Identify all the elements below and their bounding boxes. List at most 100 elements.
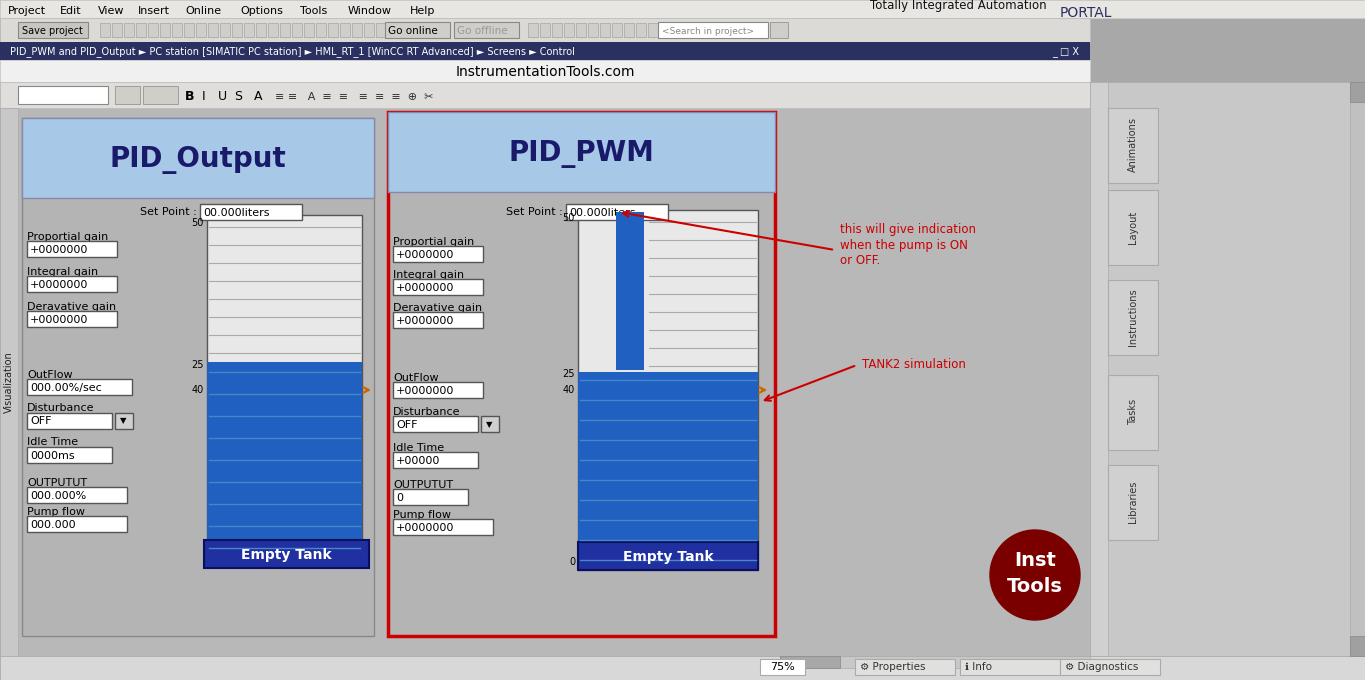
Bar bbox=[352, 23, 362, 37]
Bar bbox=[648, 23, 658, 37]
Bar bbox=[0, 656, 1365, 680]
Text: Integral gain: Integral gain bbox=[27, 267, 98, 277]
Text: Online: Online bbox=[186, 6, 221, 16]
Text: +0000000: +0000000 bbox=[396, 283, 455, 293]
Bar bbox=[854, 659, 956, 675]
Bar bbox=[268, 23, 278, 37]
Text: 00.000liters: 00.000liters bbox=[203, 208, 269, 218]
Text: 00.000liters: 00.000liters bbox=[569, 208, 636, 218]
Text: Save project: Save project bbox=[22, 26, 83, 36]
Bar bbox=[27, 241, 117, 257]
Text: ⚙ Properties: ⚙ Properties bbox=[860, 662, 925, 672]
Text: Insert: Insert bbox=[138, 6, 171, 16]
Text: Proportial gain: Proportial gain bbox=[27, 232, 108, 242]
Bar bbox=[388, 112, 775, 192]
Text: 40: 40 bbox=[191, 385, 203, 395]
Text: 0: 0 bbox=[396, 493, 403, 503]
Bar bbox=[203, 540, 369, 568]
Bar bbox=[601, 23, 610, 37]
Text: ⚙ Diagnostics: ⚙ Diagnostics bbox=[1065, 662, 1138, 672]
Text: 50: 50 bbox=[562, 213, 575, 223]
Bar bbox=[136, 23, 146, 37]
Text: 75%: 75% bbox=[770, 662, 794, 672]
Text: Animations: Animations bbox=[1127, 118, 1138, 173]
Bar bbox=[27, 379, 132, 395]
Text: Disturbance: Disturbance bbox=[27, 403, 94, 413]
Text: ℹ Info: ℹ Info bbox=[965, 662, 992, 672]
Bar bbox=[220, 23, 229, 37]
Text: 000.000%: 000.000% bbox=[30, 491, 86, 501]
Text: Inst: Inst bbox=[1014, 551, 1057, 571]
Text: Set Point :: Set Point : bbox=[141, 207, 197, 217]
Bar bbox=[317, 23, 326, 37]
Bar bbox=[779, 656, 1091, 668]
Bar bbox=[292, 23, 302, 37]
Bar bbox=[364, 23, 374, 37]
Bar bbox=[18, 108, 1091, 656]
Bar bbox=[375, 23, 386, 37]
Bar bbox=[27, 311, 117, 327]
Bar bbox=[115, 413, 132, 429]
Bar bbox=[112, 23, 121, 37]
Text: Window: Window bbox=[348, 6, 392, 16]
Text: Disturbance: Disturbance bbox=[393, 407, 460, 417]
Text: +0000000: +0000000 bbox=[30, 280, 89, 290]
Bar bbox=[960, 659, 1061, 675]
Text: 40: 40 bbox=[562, 385, 575, 395]
Bar bbox=[577, 210, 758, 570]
Text: Tasks: Tasks bbox=[1127, 399, 1138, 425]
Bar bbox=[27, 516, 127, 532]
Bar bbox=[480, 416, 500, 432]
Bar bbox=[0, 108, 18, 656]
Bar bbox=[393, 246, 483, 262]
Bar bbox=[588, 23, 598, 37]
Text: S: S bbox=[233, 90, 242, 103]
Bar bbox=[393, 519, 493, 535]
Text: U: U bbox=[218, 90, 227, 103]
Bar bbox=[385, 22, 450, 38]
Text: Instructions: Instructions bbox=[1127, 288, 1138, 346]
Text: Visualization: Visualization bbox=[4, 351, 14, 413]
Text: Edit: Edit bbox=[60, 6, 82, 16]
Text: +0000000: +0000000 bbox=[396, 250, 455, 260]
Text: Go online: Go online bbox=[388, 26, 438, 36]
Bar bbox=[1108, 190, 1158, 265]
Text: A: A bbox=[254, 90, 262, 103]
Bar bbox=[244, 23, 254, 37]
Bar bbox=[760, 659, 805, 675]
Text: I: I bbox=[202, 90, 206, 103]
Bar bbox=[27, 276, 117, 292]
Text: ▼: ▼ bbox=[486, 420, 493, 430]
Bar bbox=[770, 22, 788, 38]
Text: this will give indication
when the pump is ON
or OFF.: this will give indication when the pump … bbox=[839, 224, 976, 267]
Text: Help: Help bbox=[410, 6, 435, 16]
Text: Empty Tank: Empty Tank bbox=[622, 550, 714, 564]
Bar bbox=[388, 112, 775, 636]
Text: B: B bbox=[186, 90, 194, 103]
Bar bbox=[100, 23, 111, 37]
Bar bbox=[304, 23, 314, 37]
Bar bbox=[197, 23, 206, 37]
Text: OUTPUTUT: OUTPUTUT bbox=[27, 478, 87, 488]
Bar bbox=[160, 23, 171, 37]
Text: Pump flow: Pump flow bbox=[27, 507, 85, 517]
Text: +0000000: +0000000 bbox=[396, 386, 455, 396]
Bar bbox=[1108, 465, 1158, 540]
Text: +0000000: +0000000 bbox=[30, 315, 89, 325]
Bar bbox=[27, 447, 112, 463]
Text: _ □ X: _ □ X bbox=[1052, 46, 1078, 57]
Text: OutFlow: OutFlow bbox=[27, 370, 72, 380]
Bar bbox=[1091, 82, 1108, 656]
Bar bbox=[143, 86, 177, 104]
Bar bbox=[658, 22, 768, 38]
Text: Options: Options bbox=[240, 6, 283, 16]
Text: PORTAL: PORTAL bbox=[1061, 6, 1112, 20]
Text: Integral gain: Integral gain bbox=[393, 270, 464, 280]
Bar bbox=[115, 86, 141, 104]
Bar bbox=[124, 23, 134, 37]
Text: ▼: ▼ bbox=[120, 416, 127, 426]
Bar bbox=[0, 42, 1091, 60]
Bar bbox=[18, 86, 108, 104]
Bar bbox=[340, 23, 349, 37]
Text: Pump flow: Pump flow bbox=[393, 510, 450, 520]
